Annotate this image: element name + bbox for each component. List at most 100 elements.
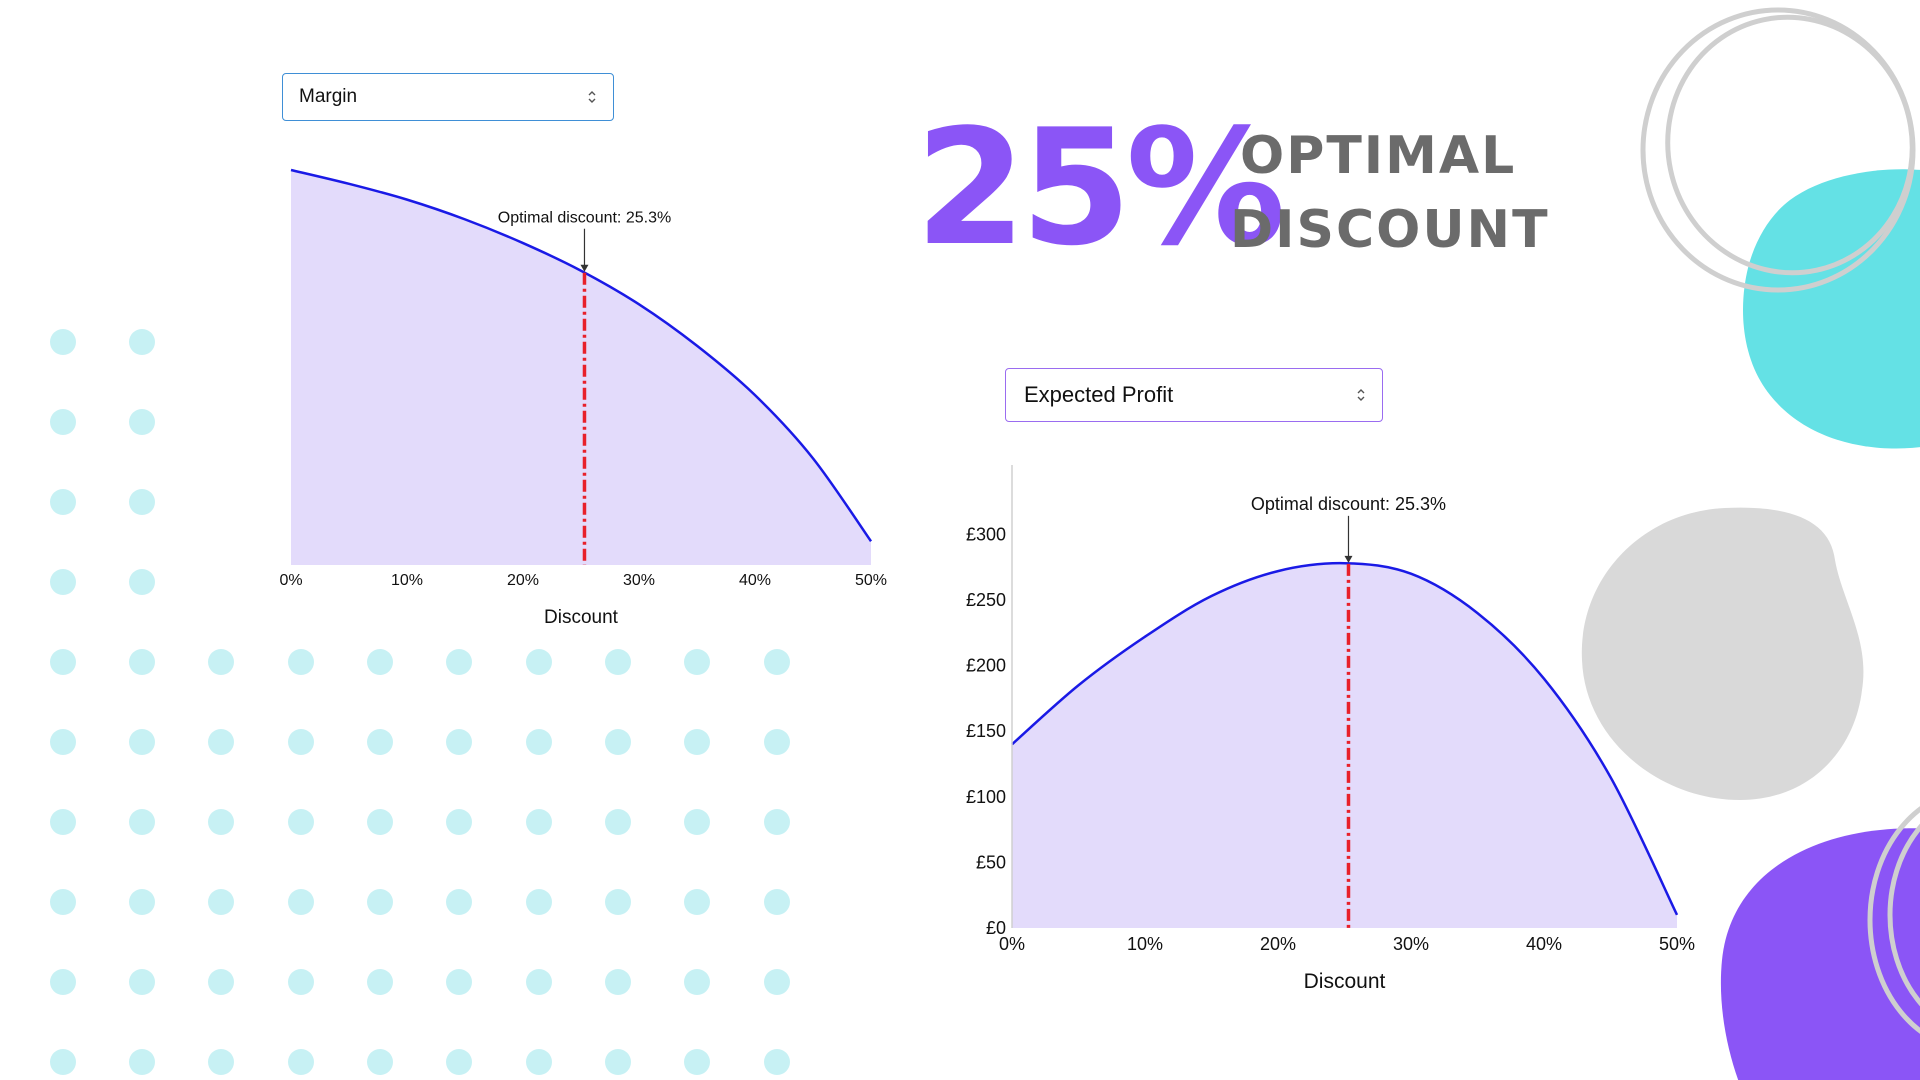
decorative-dot — [50, 569, 76, 595]
decorative-dot — [446, 649, 472, 675]
x-axis-label: Discount — [544, 607, 619, 628]
decorative-dot — [367, 809, 393, 835]
annotation-label: Optimal discount: 25.3% — [1251, 494, 1446, 514]
area-fill — [1012, 563, 1677, 928]
x-axis-label: Discount — [1304, 970, 1386, 993]
decorative-dot — [526, 889, 552, 915]
decorative-dot — [367, 969, 393, 995]
scribble-circles — [1640, 7, 1916, 293]
decorative-dot — [684, 1049, 710, 1075]
decorative-dot — [208, 1049, 234, 1075]
decorative-dot — [288, 1049, 314, 1075]
decorative-dot — [288, 809, 314, 835]
select-value: Expected Profit — [1024, 382, 1174, 407]
decorative-dot — [129, 1049, 155, 1075]
y-tick-label: £100 — [966, 787, 1006, 807]
decorative-dot — [50, 1049, 76, 1075]
decorative-dot — [50, 329, 76, 355]
chevron-up-down-icon — [588, 91, 596, 103]
x-tick-label: 10% — [1127, 934, 1163, 954]
series-line — [290, 168, 873, 543]
x-tick-label: 30% — [623, 572, 655, 589]
decorative-dot — [50, 489, 76, 515]
decorative-dot — [605, 649, 631, 675]
decorative-dot — [764, 809, 790, 835]
decorative-dot — [605, 1049, 631, 1075]
headline-line2: DISCOUNT — [1230, 200, 1550, 260]
y-tick-label: £50 — [976, 852, 1006, 872]
decorative-dot — [764, 1049, 790, 1075]
select-value: Margin — [299, 86, 358, 107]
y-tick-label: £150 — [966, 721, 1006, 741]
headline-line1: OPTIMAL — [1240, 126, 1517, 186]
decorative-dot — [605, 969, 631, 995]
decorative-dot — [446, 1049, 472, 1075]
decorative-dot — [764, 969, 790, 995]
x-tick-label: 30% — [1393, 934, 1429, 954]
decorative-dot — [129, 729, 155, 755]
x-tick-label: 0% — [279, 572, 302, 589]
decorative-dot — [129, 489, 155, 515]
decorative-dot — [50, 649, 76, 675]
decorative-dot — [605, 729, 631, 755]
y-tick-label: £200 — [966, 656, 1006, 676]
margin-chart: 0% 10% 20% 30% 40% 50% Discount Optimal discoun… — [279, 168, 887, 628]
decorative-dot — [446, 809, 472, 835]
decorative-dot — [367, 889, 393, 915]
decorative-dot — [208, 809, 234, 835]
decorative-dot — [50, 809, 76, 835]
decorative-dot — [129, 569, 155, 595]
metric-select-margin[interactable]: Margin — [282, 73, 614, 121]
decorative-dot — [288, 889, 314, 915]
scribble-circles-bottom — [1867, 806, 1920, 1034]
decorative-dot — [605, 809, 631, 835]
area-fill — [291, 170, 871, 565]
decorative-dot — [50, 729, 76, 755]
decorative-dot — [208, 729, 234, 755]
decorative-dot — [684, 809, 710, 835]
decorative-dot — [129, 409, 155, 435]
decorative-dot — [684, 729, 710, 755]
decorative-dot — [367, 649, 393, 675]
y-tick-label: £250 — [966, 590, 1006, 610]
decorative-dot — [446, 729, 472, 755]
series-line — [1011, 561, 1679, 916]
decorative-dot — [288, 729, 314, 755]
decorative-dot — [129, 649, 155, 675]
x-tick-label: 20% — [1260, 934, 1296, 954]
decorative-dot — [208, 969, 234, 995]
decorative-dot — [367, 1049, 393, 1075]
x-tick-label: 0% — [999, 934, 1025, 954]
decorative-dot — [446, 889, 472, 915]
decorative-dot — [129, 969, 155, 995]
x-tick-label: 40% — [1526, 934, 1562, 954]
x-tick-label: 20% — [507, 572, 539, 589]
decorative-dot — [50, 969, 76, 995]
dot-pattern — [50, 329, 790, 1075]
gray-blob — [1581, 507, 1864, 800]
decorative-dot — [50, 889, 76, 915]
metric-select-expected-profit[interactable]: Expected Profit — [1005, 368, 1383, 422]
decorative-dot — [526, 969, 552, 995]
headline-value: 25% — [915, 94, 1286, 281]
x-tick-label: 40% — [739, 572, 771, 589]
decorative-dot — [605, 889, 631, 915]
decorative-dot — [764, 649, 790, 675]
decorative-dot — [288, 649, 314, 675]
expected-profit-chart: £0 £50 £100 £150 £200 £250 £300 0% 10% 20% 30% 40% 5… — [966, 465, 1695, 993]
x-tick-label: 50% — [855, 572, 887, 589]
decorative-dot — [526, 649, 552, 675]
decorative-dot — [684, 649, 710, 675]
y-tick-label: £300 — [966, 524, 1006, 544]
decorative-dot — [526, 809, 552, 835]
decorative-dot — [764, 889, 790, 915]
decorative-dot — [526, 1049, 552, 1075]
chevron-up-down-icon — [1357, 389, 1365, 401]
annotation-arrowhead — [580, 264, 589, 272]
decorative-dot — [684, 889, 710, 915]
decorative-dot — [129, 889, 155, 915]
decorative-dot — [367, 729, 393, 755]
decorative-dot — [129, 809, 155, 835]
decorative-dot — [764, 729, 790, 755]
decorative-dot — [208, 889, 234, 915]
